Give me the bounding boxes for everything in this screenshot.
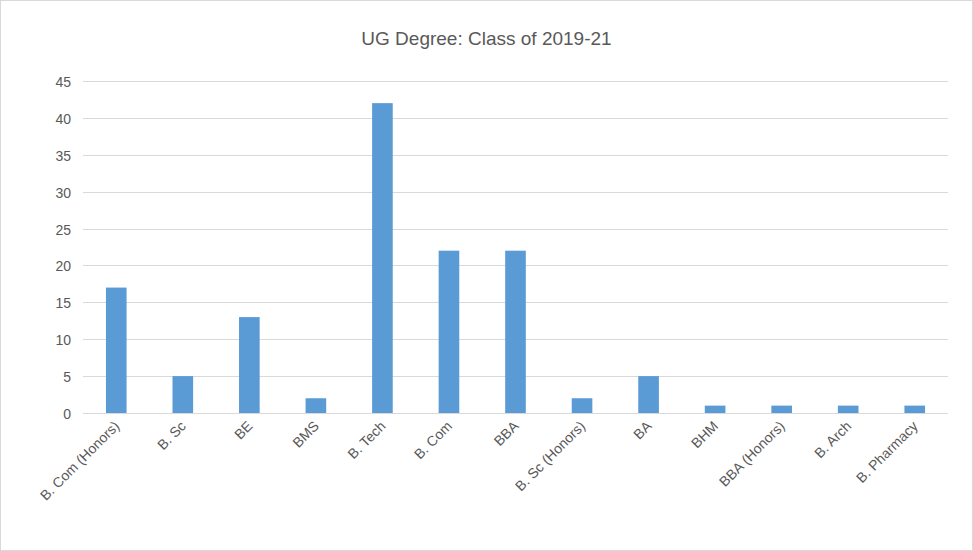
x-tick-label: B. Com (Honors) (37, 418, 123, 504)
bar (439, 251, 460, 413)
x-tick-label: BE (231, 418, 256, 443)
x-tick-label: BHM (688, 418, 721, 451)
x-tick-label: B. Com (411, 418, 455, 462)
bar (306, 398, 327, 413)
grid-line (83, 155, 948, 156)
bar (106, 288, 127, 413)
bar (372, 103, 393, 413)
chart-container: UG Degree: Class of 2019-21 0 5 10 15 20 25 30 3… (0, 0, 973, 551)
y-tick-label: 40 (55, 111, 71, 127)
bar (705, 406, 726, 413)
x-tick-label: B. Sc (Honors) (512, 418, 588, 494)
bars (106, 103, 925, 413)
y-tick-label: 35 (55, 148, 71, 164)
grid-line (83, 229, 948, 230)
bar (638, 376, 659, 413)
chart-svg: UG Degree: Class of 2019-21 0 5 10 15 20 25 30 3… (0, 0, 973, 551)
x-tick-label: B. Pharmacy (853, 418, 921, 486)
page: {"chart_data": {"type": "bar", "title": … (0, 0, 973, 551)
y-tick-label: 0 (63, 406, 71, 422)
y-tick-label: 45 (55, 74, 71, 90)
y-tick-label: 15 (55, 295, 71, 311)
bar (572, 398, 593, 413)
chart-frame (1, 1, 973, 551)
x-tick-label: B. Sc (154, 418, 189, 453)
grid-line (83, 413, 948, 414)
x-tick-label: BBA (Honors) (716, 418, 788, 490)
y-tick-label: 10 (55, 332, 71, 348)
y-tick-label: 30 (55, 185, 71, 201)
y-tick-label: 25 (55, 222, 71, 238)
grid-line (83, 192, 948, 193)
y-tick-label: 5 (63, 369, 71, 385)
bar (838, 406, 859, 413)
y-tick-label: 20 (55, 258, 71, 274)
y-axis: 0 5 10 15 20 25 30 35 40 45 (55, 74, 71, 422)
x-tick-label: BA (630, 417, 655, 442)
x-tick-label: BMS (289, 418, 322, 451)
x-tick-label: BBA (490, 417, 522, 449)
bar (239, 317, 260, 413)
grid-line (83, 81, 948, 82)
bar (172, 376, 193, 413)
grid (83, 82, 948, 414)
bar (505, 251, 526, 413)
x-axis: B. Com (Honors) B. Sc BE BMS B. Tech B. Com BB… (37, 417, 921, 503)
chart-title: UG Degree: Class of 2019-21 (361, 28, 611, 49)
grid-line (83, 118, 948, 119)
bar (771, 406, 792, 413)
x-tick-label: B. Tech (344, 418, 388, 462)
bar (904, 406, 925, 413)
x-tick-label: B. Arch (811, 418, 854, 461)
